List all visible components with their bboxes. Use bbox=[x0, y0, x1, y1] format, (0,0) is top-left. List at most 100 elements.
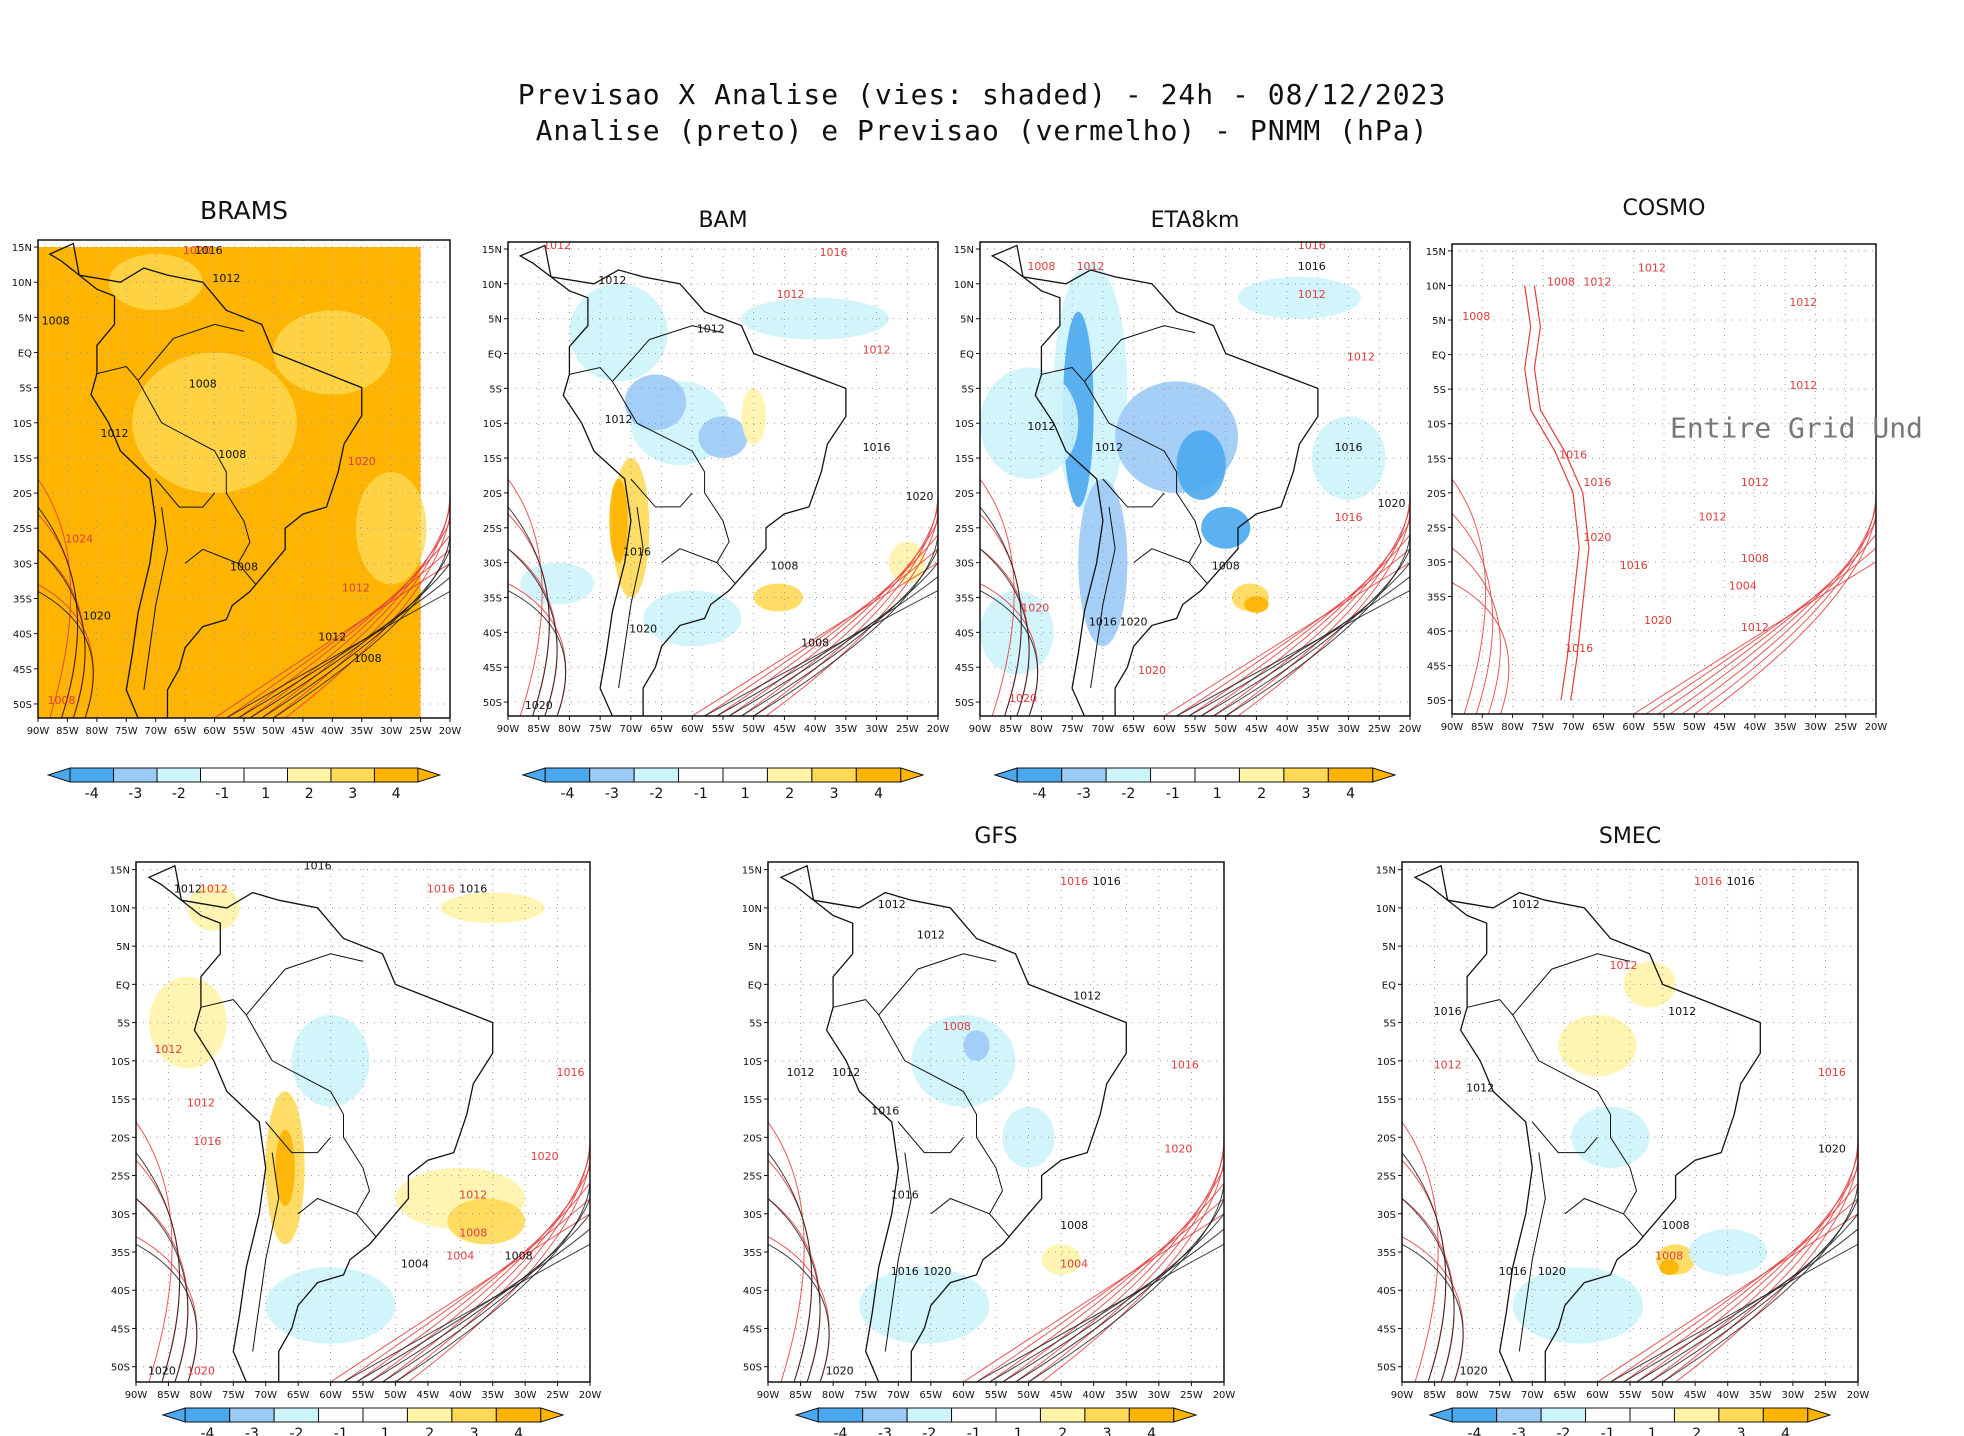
analysis-isobar bbox=[249, 563, 450, 718]
x-tick-label: 35W bbox=[835, 724, 858, 735]
colorbar-label: 1 bbox=[1648, 1426, 1657, 1436]
y-tick-label: 10N bbox=[110, 904, 130, 915]
y-tick-label: 10S bbox=[1377, 1057, 1396, 1068]
analysis-isobar bbox=[508, 548, 558, 716]
bias-blob bbox=[520, 562, 595, 605]
bias-blob bbox=[1688, 1229, 1767, 1275]
y-tick-label: EQ bbox=[960, 350, 974, 361]
analysis-isobar bbox=[728, 562, 938, 716]
contour-label: 1016 bbox=[1335, 511, 1363, 524]
contour-label: 1016 bbox=[459, 883, 487, 896]
panel-title: COSMO bbox=[1622, 196, 1706, 221]
bias-blob bbox=[612, 458, 650, 598]
colorbar-segment bbox=[951, 1407, 997, 1423]
contour-label: 1012 bbox=[459, 1188, 487, 1201]
country-border bbox=[137, 323, 245, 381]
contour-label: 1016 bbox=[1565, 642, 1593, 655]
y-tick-label: 45S bbox=[1427, 662, 1446, 673]
x-tick-label: 50W bbox=[1683, 722, 1706, 733]
bias-blob bbox=[963, 1030, 990, 1061]
contour-label: 1020 bbox=[525, 699, 553, 712]
y-tick-label: 5S bbox=[749, 1019, 762, 1030]
colorbar-segment bbox=[69, 767, 115, 783]
coastline bbox=[990, 244, 1319, 716]
y-tick-label: 25S bbox=[483, 524, 502, 535]
x-tick-label: 50W bbox=[1214, 724, 1237, 735]
colorbar-label: -3 bbox=[1512, 1426, 1526, 1436]
forecast-isobar bbox=[284, 479, 450, 718]
x-tick-label: 65W bbox=[920, 1390, 943, 1401]
forecast-isobar bbox=[1225, 492, 1410, 716]
analysis-isobar bbox=[768, 1198, 821, 1382]
colorbar-arrow-left bbox=[521, 767, 546, 783]
colorbar-label: 2 bbox=[1257, 786, 1266, 802]
forecast-isobar bbox=[1200, 520, 1410, 716]
coastline bbox=[1413, 864, 1761, 1382]
x-tick-label: 80W bbox=[1501, 722, 1524, 733]
contour-label: 1008 bbox=[1027, 260, 1055, 273]
contour-label: 1020 bbox=[629, 622, 657, 635]
forecast-isobar bbox=[38, 548, 86, 718]
forecast-isobar bbox=[1402, 1198, 1455, 1382]
y-tick-label: 30S bbox=[111, 1210, 130, 1221]
analysis-isobar bbox=[1015, 1198, 1224, 1382]
x-tick-label: 60W bbox=[952, 1390, 975, 1401]
map-plot-area: 1012 1016 1012 1012 1012 1012 1012 1016 1020 1016… bbox=[508, 242, 938, 716]
x-tick-label: 20W bbox=[1399, 724, 1422, 735]
country-border bbox=[1512, 1014, 1644, 1238]
colorbar-segment bbox=[1585, 1407, 1631, 1423]
contour-label: 1012 bbox=[1609, 959, 1637, 972]
colorbar-segment bbox=[200, 767, 245, 783]
colorbar-segment bbox=[1762, 1407, 1809, 1423]
y-tick-label: 45S bbox=[483, 663, 502, 674]
x-tick-label: 35W bbox=[1749, 1390, 1772, 1401]
x-tick-label: 90W bbox=[1391, 1390, 1414, 1401]
forecast-isobar bbox=[1706, 479, 1876, 714]
y-tick-label: 10S bbox=[13, 419, 32, 430]
x-tick-label: 25W bbox=[409, 726, 432, 737]
colorbar-label: -4 bbox=[1467, 1426, 1481, 1436]
x-tick-label: 35W bbox=[1774, 722, 1797, 733]
y-tick-label: 30S bbox=[483, 559, 502, 570]
bias-blob bbox=[148, 976, 227, 1069]
x-tick-label: 75W bbox=[589, 724, 612, 735]
contour-label: 1020 bbox=[1538, 1265, 1566, 1278]
analysis-isobar bbox=[1662, 1183, 1858, 1382]
contour-label: 1008 bbox=[459, 1227, 487, 1240]
y-tick-label: 40S bbox=[1427, 627, 1446, 638]
colorbar-label: 3 bbox=[1103, 1426, 1112, 1436]
colorbar-arrow-right bbox=[1372, 767, 1397, 783]
x-tick-label: 20W bbox=[1865, 722, 1888, 733]
colorbar-arrow-right bbox=[1173, 1407, 1198, 1423]
y-tick-label: EQ bbox=[1382, 980, 1396, 991]
contour-label: 1020 bbox=[1644, 614, 1672, 627]
country-border bbox=[611, 381, 736, 584]
bias-blob bbox=[624, 374, 687, 431]
y-tick-label: EQ bbox=[488, 350, 502, 361]
contour-label: 1012 bbox=[1741, 476, 1769, 489]
contour-label: 1008 bbox=[218, 448, 246, 461]
contour-label: 1020 bbox=[531, 1150, 559, 1163]
forecast-isobar bbox=[508, 513, 550, 716]
bias-blob bbox=[447, 1198, 526, 1245]
y-tick-label: 25S bbox=[13, 524, 32, 535]
analysis-isobar bbox=[980, 590, 1039, 716]
x-tick-label: 55W bbox=[233, 726, 256, 737]
x-tick-label: 90W bbox=[1441, 722, 1464, 733]
x-tick-label: 70W bbox=[1092, 724, 1115, 735]
contour-label: 1020 bbox=[1818, 1143, 1846, 1156]
contour-label: 1012 bbox=[1027, 420, 1055, 433]
y-tick-label: 25S bbox=[1377, 1172, 1396, 1183]
x-tick-label: 55W bbox=[1184, 724, 1207, 735]
bias-blob bbox=[1558, 1014, 1637, 1077]
contour-label: 1016 bbox=[1499, 1265, 1527, 1278]
contour-label: 1004 bbox=[446, 1250, 474, 1263]
x-tick-label: 90W bbox=[497, 724, 520, 735]
forecast-isobar bbox=[989, 1182, 1224, 1382]
country-border bbox=[1084, 325, 1196, 382]
forecast-isobar bbox=[1452, 513, 1494, 714]
analysis-isobar bbox=[237, 577, 450, 718]
x-tick-label: 70W bbox=[254, 1390, 277, 1401]
y-tick-label: 5S bbox=[1433, 385, 1446, 396]
y-tick-label: 40S bbox=[13, 630, 32, 641]
